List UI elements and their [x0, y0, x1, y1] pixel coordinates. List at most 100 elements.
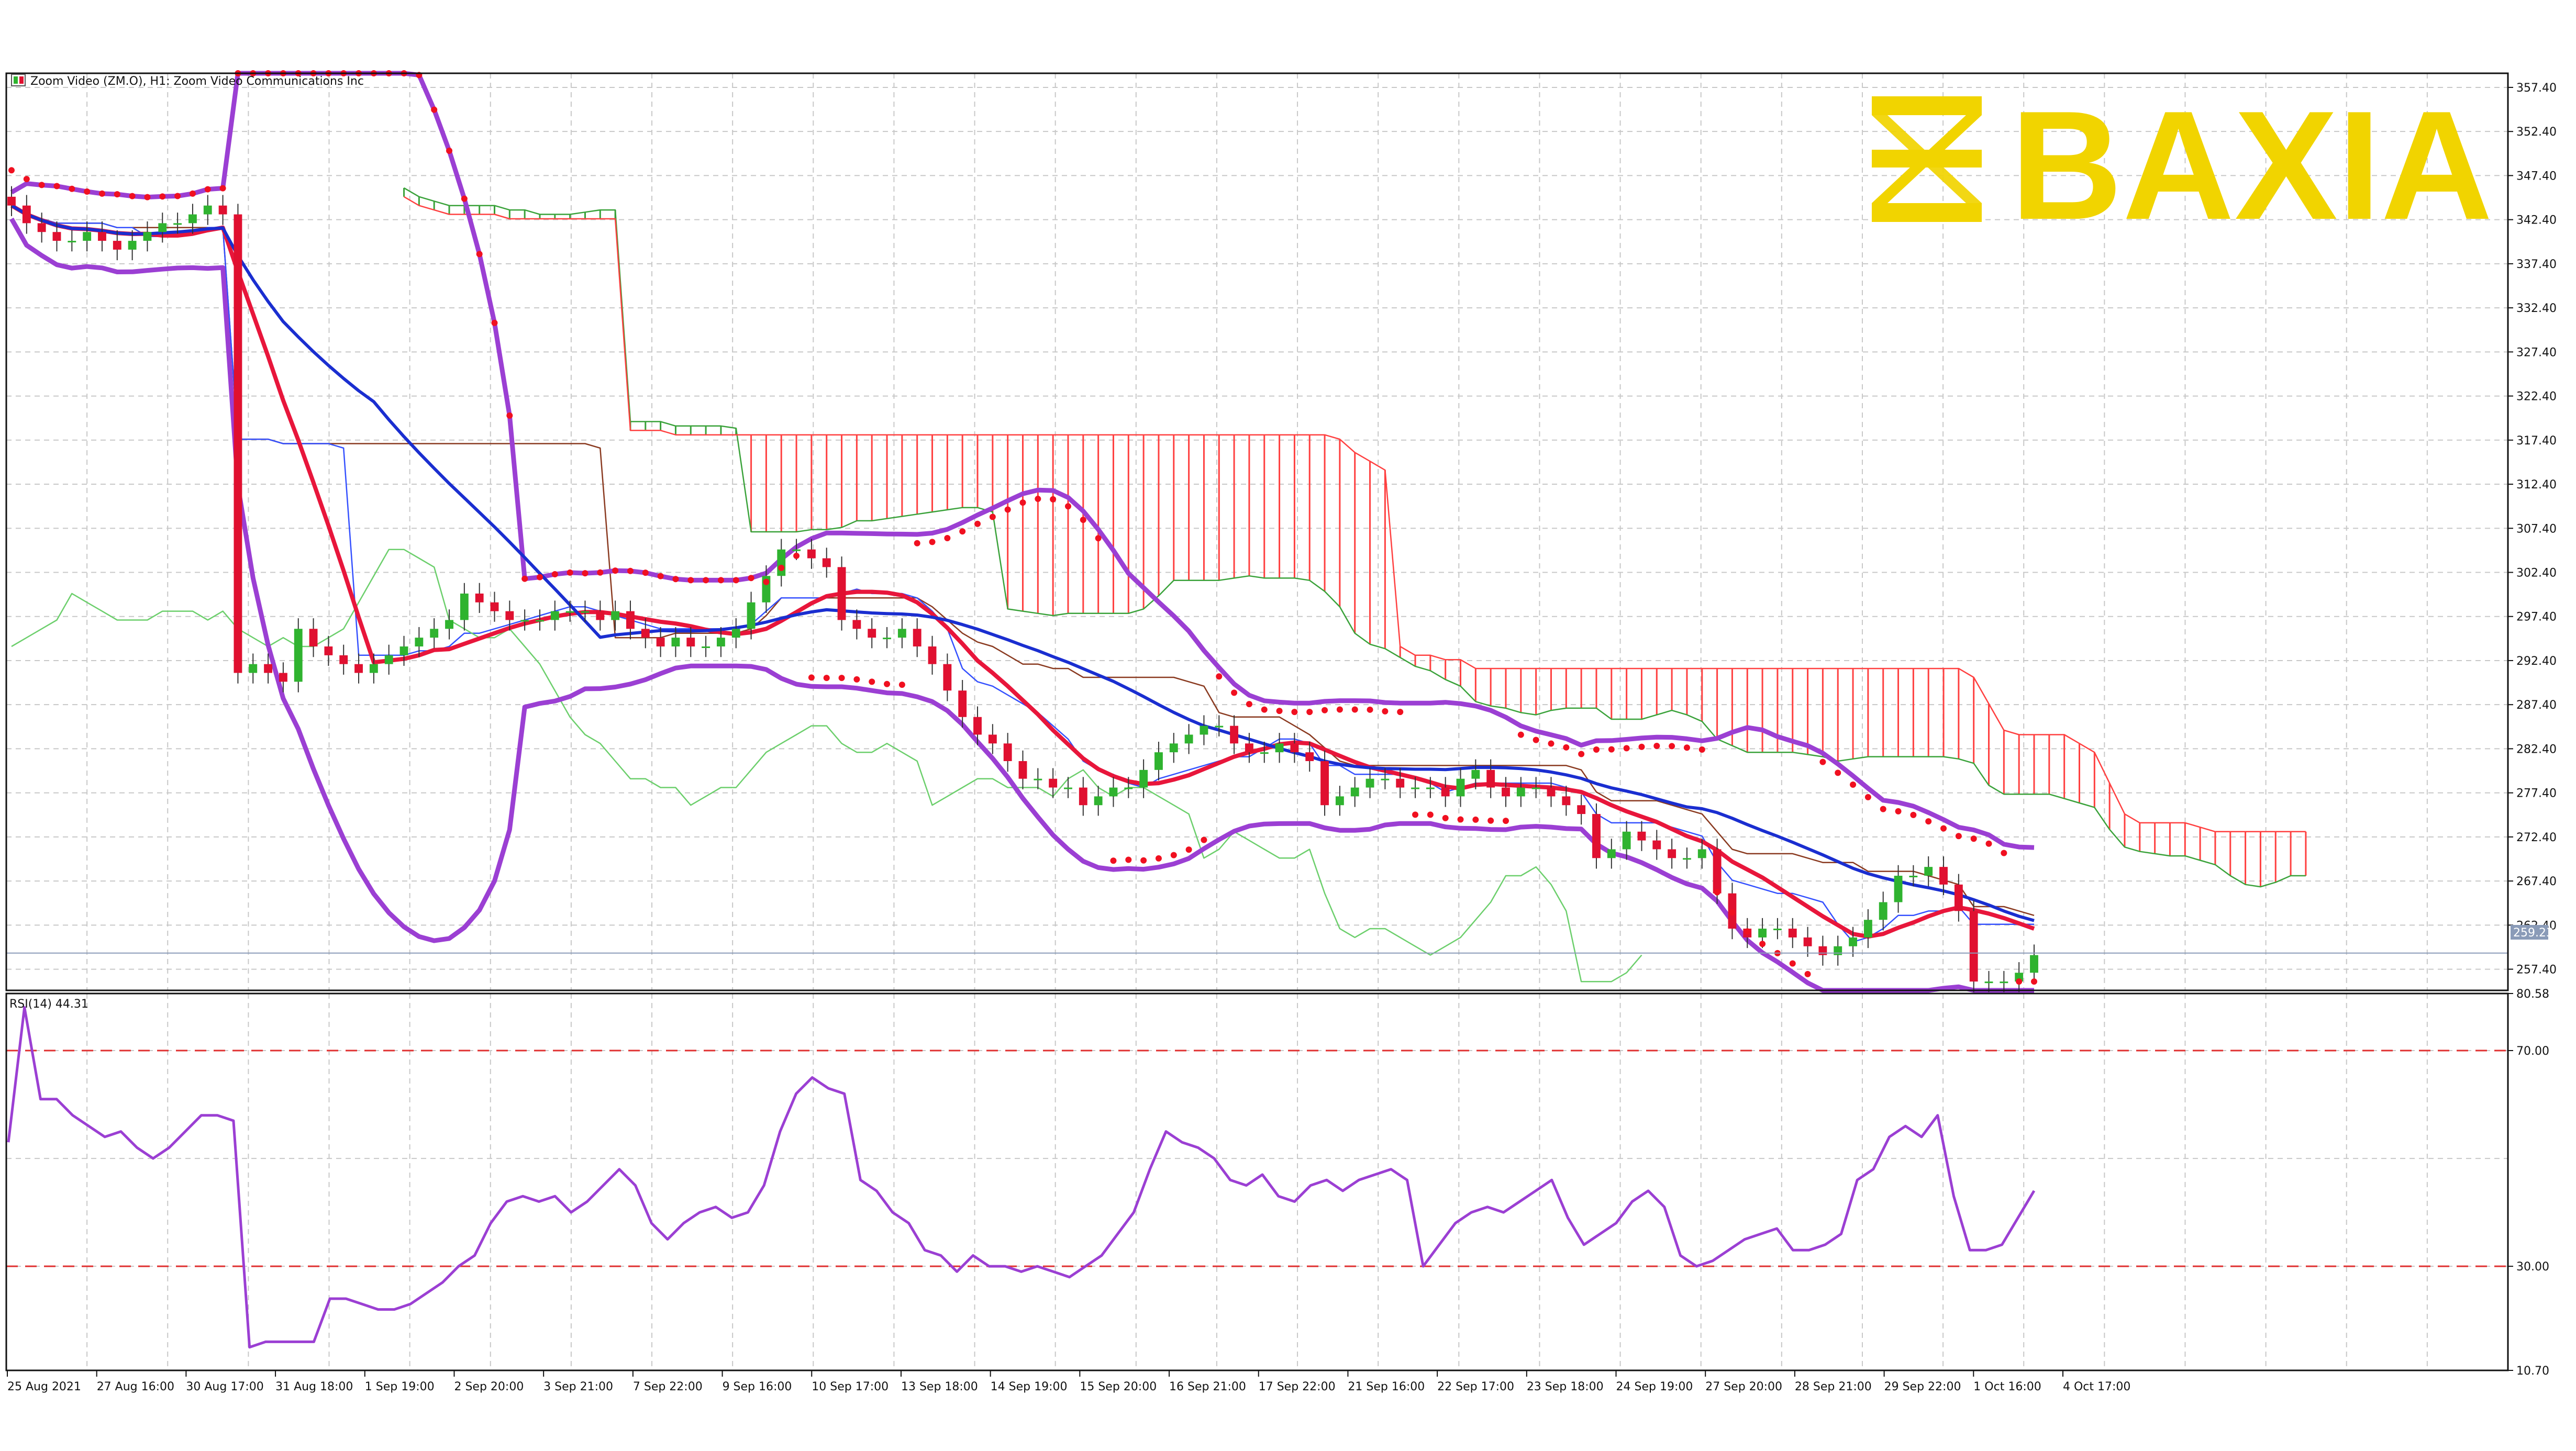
sar-dot	[1231, 689, 1238, 696]
sar-dot	[1095, 535, 1102, 542]
y-tick-label: 352.40	[2516, 126, 2557, 139]
candle-body	[1909, 876, 1918, 877]
sar-dot	[521, 575, 528, 582]
rsi-label: RSI(14) 44.31	[9, 998, 88, 1011]
x-tick-label: 2 Sep 20:00	[454, 1380, 524, 1393]
sar-dot	[929, 539, 936, 545]
sar-dot	[2001, 850, 2007, 856]
main-grid	[6, 73, 2508, 990]
sar-dot	[1201, 836, 1207, 843]
candle-body	[1245, 743, 1253, 753]
sar-dot	[1306, 709, 1313, 716]
candle-body	[1637, 831, 1646, 841]
y-tick-label: 287.40	[2516, 699, 2557, 712]
x-tick-label: 24 Sep 19:00	[1616, 1380, 1693, 1393]
sar-dot	[219, 185, 226, 192]
candle-body	[1502, 787, 1510, 797]
sar-dot	[732, 577, 739, 584]
axes: 257.40262.40267.40272.40277.40282.40287.…	[6, 82, 2557, 1393]
sar-dot	[1397, 709, 1404, 716]
sar-dot	[612, 567, 619, 574]
sar-dot	[974, 520, 981, 527]
candle-body	[1290, 743, 1299, 753]
candle-body	[943, 664, 952, 691]
candle-body	[1516, 787, 1525, 797]
x-tick-label: 3 Sep 21:00	[543, 1380, 613, 1393]
bollinger-lower-band	[9, 217, 2034, 993]
rsi-line	[7, 1006, 2036, 1349]
ichimoku-kijun-sen	[11, 205, 2035, 916]
candle-body	[158, 223, 167, 232]
y-tick-label: 357.40	[2516, 82, 2557, 95]
sar-dot	[898, 682, 905, 688]
candle-body	[1939, 867, 1948, 885]
candle-body	[897, 629, 906, 638]
sar-dot	[1669, 743, 1675, 750]
candle-body	[747, 602, 756, 629]
candle-body	[1577, 805, 1586, 814]
candle-body	[1305, 752, 1314, 761]
candle-body	[1411, 787, 1419, 789]
candle-body	[1275, 743, 1284, 753]
sar-dot	[446, 147, 453, 154]
candle-body	[324, 646, 333, 655]
candle-body	[7, 196, 16, 206]
candle-body	[1456, 778, 1465, 797]
sar-dot	[1563, 744, 1570, 751]
sar-dot	[869, 678, 875, 685]
sar-dot	[1729, 909, 1736, 916]
candle-body	[339, 655, 348, 664]
candle-body	[671, 638, 680, 646]
sar-dot	[1910, 811, 1917, 818]
candle-body	[596, 611, 605, 620]
sar-dot	[1940, 825, 1947, 832]
sar-dot	[597, 569, 604, 576]
sar-dot	[1427, 811, 1434, 818]
ichimoku-indicator	[11, 187, 2307, 983]
sar-dot	[1638, 743, 1645, 750]
sar-dot	[1170, 852, 1177, 858]
candle-body	[52, 232, 61, 241]
x-tick-label: 1 Oct 16:00	[1973, 1380, 2041, 1393]
candle-body	[369, 664, 378, 673]
x-tick-label: 15 Sep 20:00	[1080, 1380, 1157, 1393]
candle-body	[173, 223, 182, 225]
sar-dot	[1895, 808, 1902, 814]
candle-body	[384, 655, 393, 664]
candle-body	[641, 629, 650, 638]
candlestick-series	[7, 186, 2038, 992]
sar-dot	[1064, 503, 1071, 510]
sar-dot	[808, 674, 815, 681]
sar-dot	[1533, 736, 1539, 743]
x-tick-label: 25 Aug 2021	[7, 1380, 81, 1393]
sar-dot	[778, 564, 785, 571]
sar-dot	[853, 676, 860, 683]
symbol-info-icon-bar	[19, 76, 24, 84]
y-tick-label: 272.40	[2516, 831, 2557, 844]
candle-body	[1049, 778, 1058, 788]
candle-body	[309, 629, 318, 646]
y-tick-label: 267.40	[2516, 875, 2557, 888]
candle-body	[822, 558, 831, 567]
sar-dot	[1608, 746, 1615, 753]
sar-dot	[1804, 970, 1811, 977]
sar-dot	[1140, 857, 1147, 864]
candle-body	[1109, 787, 1118, 797]
y-tick-label: 342.40	[2516, 214, 2557, 227]
sar-dot	[1216, 673, 1223, 680]
sar-dot	[1503, 818, 1509, 824]
candle-body	[686, 638, 695, 646]
sar-dot	[1819, 758, 1826, 765]
x-tick-label: 27 Sep 20:00	[1705, 1380, 1782, 1393]
candle-body	[717, 638, 725, 646]
sar-dot	[823, 675, 830, 682]
sar-dot	[1864, 794, 1871, 800]
parabolic-sar	[8, 70, 2037, 985]
sar-dot	[1004, 506, 1011, 513]
moving-average-blue	[10, 204, 2035, 922]
x-tick-label: 31 Aug 18:00	[275, 1380, 353, 1393]
sar-dot	[838, 675, 845, 682]
candle-body	[203, 205, 212, 215]
candle-body	[143, 232, 152, 241]
